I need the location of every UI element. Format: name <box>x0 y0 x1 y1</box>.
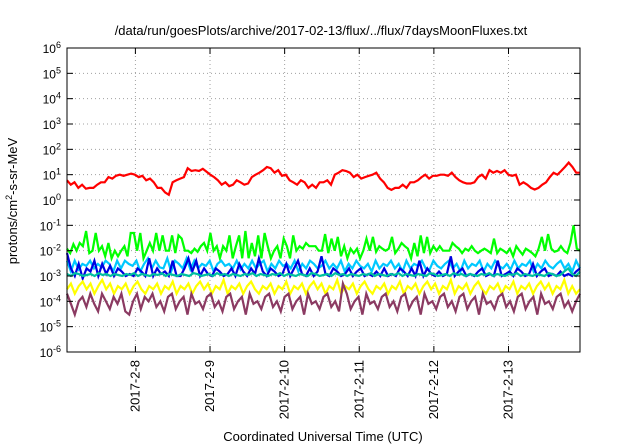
y-axis-label-sup: 2 <box>4 195 14 200</box>
x-tick-label: 2017-2-12 <box>426 360 441 419</box>
series-line-5 <box>66 266 581 278</box>
y-axis-label-rest: -s-sr-MeV <box>5 137 20 194</box>
y-tick-label: 10-4 <box>40 293 61 309</box>
x-tick-label: 2017-2-9 <box>202 360 217 412</box>
series-line-7 <box>65 279 581 319</box>
y-tick-label: 10-2 <box>40 243 61 259</box>
x-tick-labels: 2017-2-8 2017-2-9 2017-2-10 2017-2-11 2017-2… <box>127 48 515 419</box>
x-axis-label: Coordinated Universal Time (UTC) <box>223 429 422 444</box>
y-axis-label-base: protons/cm <box>5 200 20 264</box>
grid <box>67 48 580 352</box>
y-tick-label: 104 <box>43 91 61 107</box>
series-line-2 <box>66 225 581 263</box>
y-tick-label: 10-3 <box>40 268 61 284</box>
y-axis-label: protons/cm2-s-sr-MeV <box>4 137 20 264</box>
x-tick-label: 2017-2-13 <box>500 360 515 419</box>
x-tick-label: 2017-2-8 <box>127 360 142 412</box>
y-tick-label: 10-5 <box>40 319 61 335</box>
y-tick-label: 106 <box>43 40 61 56</box>
y-tick-label: 103 <box>43 116 61 132</box>
series-line-4 <box>65 252 581 283</box>
y-tick-label: 100 <box>43 192 61 208</box>
y-tick-label: 102 <box>43 141 61 157</box>
y-tick-labels: 10-6 10-5 10-4 10-3 10-2 10-1 100 101 102 103 104 1… <box>40 40 580 360</box>
x-tick-label: 2017-2-10 <box>277 360 292 419</box>
x-tick-label: 2017-2-11 <box>351 360 366 418</box>
series-group <box>65 160 581 319</box>
y-tick-label: 10-6 <box>40 344 61 360</box>
y-tick-label: 101 <box>43 167 61 183</box>
y-tick-label: 10-1 <box>40 217 61 233</box>
chart-title: /data/run/goesPlots/archive/2017-02-13/f… <box>115 23 528 38</box>
series-line-6 <box>66 276 581 297</box>
y-tick-label: 105 <box>43 65 61 81</box>
series-line-1 <box>66 160 580 197</box>
